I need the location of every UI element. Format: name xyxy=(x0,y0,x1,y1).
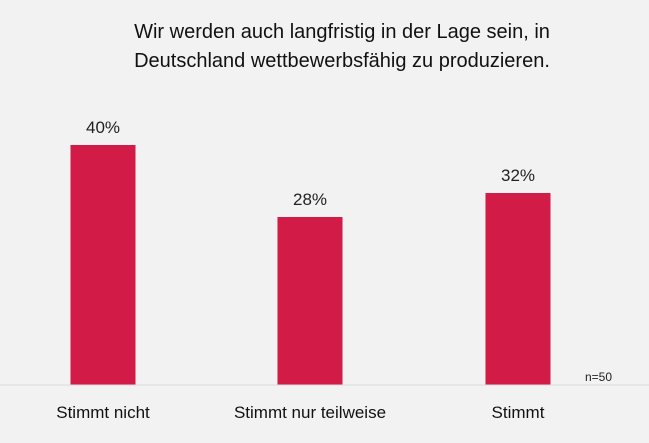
value-label-1: 40% xyxy=(86,118,120,137)
value-label-3: 32% xyxy=(501,166,535,185)
bar-3 xyxy=(485,193,551,385)
category-label-3: Stimmt xyxy=(492,403,545,422)
category-label-1: Stimmt nicht xyxy=(56,403,150,422)
bar-2 xyxy=(277,217,343,385)
bars-group xyxy=(70,145,551,385)
bar-1 xyxy=(70,145,136,385)
value-label-2: 28% xyxy=(293,190,327,209)
category-label-2: Stimmt nur teilweise xyxy=(234,403,386,422)
sample-size-note: n=50 xyxy=(585,370,612,384)
chart-title-line-2: Deutschland wettbewerbsfähig zu produzie… xyxy=(134,50,550,72)
chart-title-line-1: Wir werden auch langfristig in der Lage … xyxy=(134,21,550,43)
category-labels-group: Stimmt nicht Stimmt nur teilweise Stimmt xyxy=(56,403,544,422)
value-labels-group: 40% 28% 32% xyxy=(86,118,535,209)
